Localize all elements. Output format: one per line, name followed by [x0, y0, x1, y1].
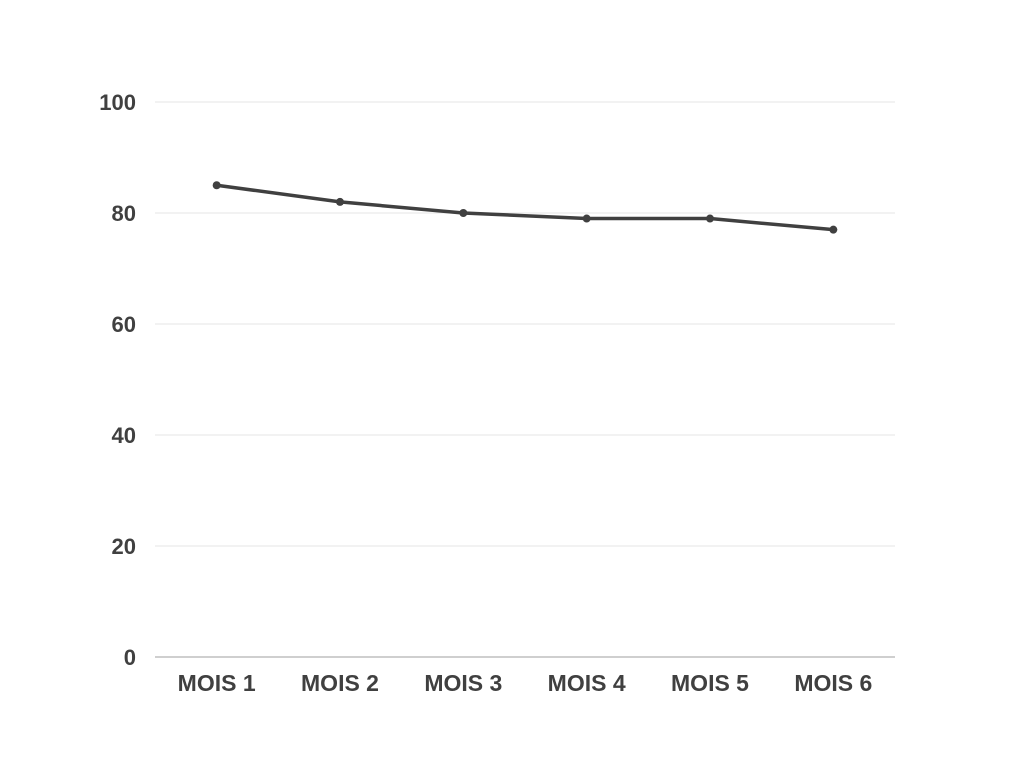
- data-point: [336, 197, 344, 206]
- y-tick-label: 20: [112, 534, 136, 559]
- y-tick-label: 40: [112, 423, 136, 448]
- data-point: [212, 181, 221, 190]
- x-tick-label: MOIS 4: [548, 670, 626, 696]
- x-tick-label: MOIS 5: [671, 670, 749, 696]
- gridlines: [155, 101, 895, 547]
- x-axis-tick-labels: MOIS 1 MOIS 2 MOIS 3 MOIS 4 MOIS 5 MOIS 6: [178, 670, 873, 696]
- data-point: [582, 214, 591, 223]
- x-tick-label: MOIS 1: [178, 670, 256, 696]
- data-point: [829, 225, 838, 234]
- y-tick-label: 0: [124, 645, 136, 670]
- data-point: [706, 214, 714, 223]
- series-layer: [212, 181, 838, 234]
- y-tick-label: 80: [112, 201, 136, 226]
- x-tick-label: MOIS 2: [301, 670, 379, 696]
- y-tick-label: 60: [112, 312, 136, 337]
- x-tick-label: MOIS 3: [424, 670, 502, 696]
- y-tick-label: 100: [99, 90, 136, 115]
- data-point: [459, 209, 468, 217]
- series-line: [214, 183, 836, 232]
- y-axis-tick-labels: 0 20 40 60 80 100: [99, 90, 136, 670]
- x-tick-label: MOIS 6: [794, 670, 872, 696]
